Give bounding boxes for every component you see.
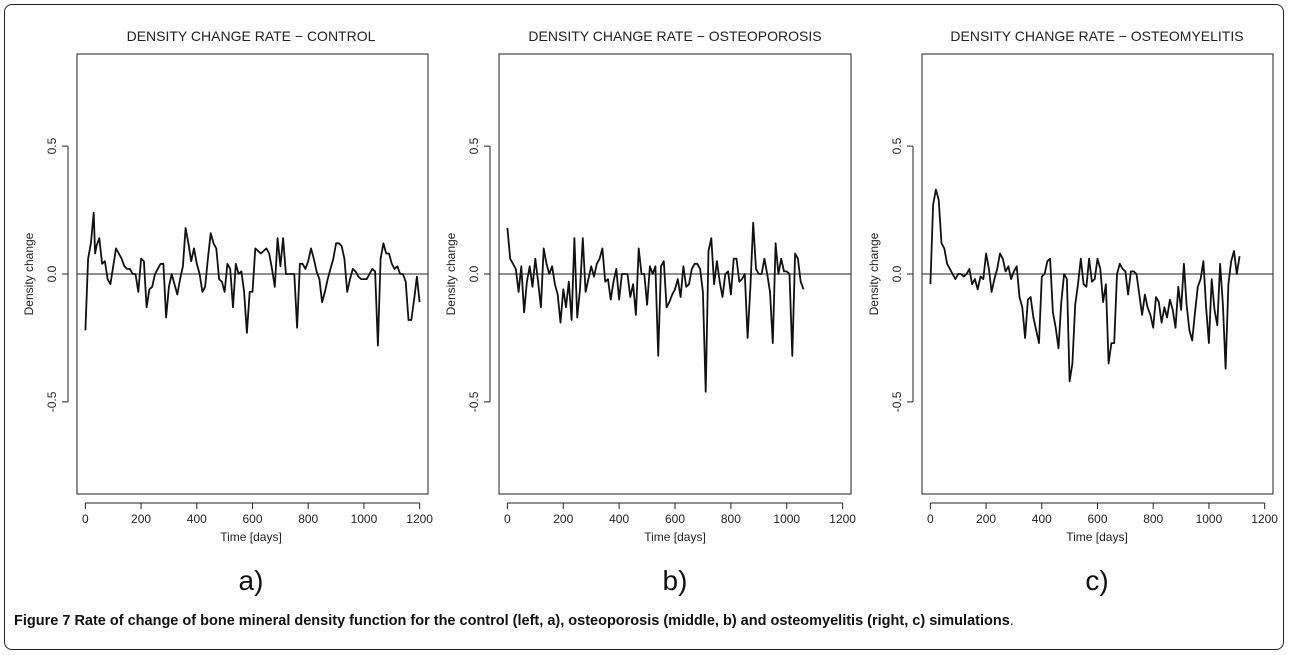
x-tick-label: 400 — [1032, 512, 1052, 526]
figure-frame — [4, 4, 1284, 650]
chart-title: DENSITY CHANGE RATE − OSTEOPOROSIS — [528, 28, 821, 44]
series-line — [84, 211, 421, 347]
x-tick-label: 1000 — [1196, 512, 1223, 526]
x-tick-label: 1200 — [829, 512, 856, 526]
x-tick-label: 1000 — [773, 512, 800, 526]
panel-letter-label: c) — [1085, 565, 1108, 596]
x-tick-label: 1000 — [351, 512, 378, 526]
chart-title: DENSITY CHANGE RATE − CONTROL — [127, 28, 376, 44]
x-tick-label: 600 — [665, 512, 685, 526]
y-tick-label: 0.5 — [467, 137, 481, 154]
x-axis-label: Time [days] — [1066, 530, 1128, 544]
x-tick-label: 400 — [609, 512, 629, 526]
y-tick-label: 0.5 — [45, 137, 59, 154]
panel-letter-label: a) — [239, 565, 264, 596]
x-tick-label: 800 — [721, 512, 741, 526]
series-line — [506, 221, 805, 393]
x-tick-label: 200 — [553, 512, 573, 526]
y-axis-label: Density change — [867, 232, 881, 315]
x-tick-label: 0 — [82, 512, 89, 526]
caption-label: Figure 7 — [14, 613, 71, 629]
x-tick-label: 200 — [131, 512, 151, 526]
x-tick-label: 800 — [298, 512, 318, 526]
x-tick-label: 1200 — [1251, 512, 1278, 526]
x-tick-label: 600 — [242, 512, 262, 526]
y-tick-label: 0.0 — [467, 265, 481, 282]
y-tick-label: 0.0 — [45, 265, 59, 282]
caption-text: Rate of change of bone mineral density f… — [74, 613, 1010, 629]
x-tick-label: 200 — [976, 512, 996, 526]
x-axis-label: Time [days] — [220, 530, 282, 544]
caption-end: . — [1009, 613, 1014, 629]
series-line — [929, 188, 1241, 383]
panel-letter-label: b) — [663, 565, 688, 596]
x-tick-label: 0 — [927, 512, 934, 526]
y-axis-label: Density change — [22, 232, 36, 315]
y-tick-label: 0.0 — [890, 265, 904, 282]
y-tick-label: -0.5 — [467, 391, 481, 412]
chart-panel-3: DENSITY CHANGE RATE − OSTEOMYELITIS 0 200 4… — [867, 28, 1278, 596]
y-axis-label: Density change — [444, 232, 458, 315]
y-tick-label: -0.5 — [45, 391, 59, 412]
figure-charts: DENSITY CHANGE RATE − CONTROL 0 200 400 600 8… — [22, 28, 1278, 596]
chart-panel-1: DENSITY CHANGE RATE − CONTROL 0 200 400 600 8… — [22, 28, 433, 596]
chart-panel-2: DENSITY CHANGE RATE − OSTEOPOROSIS 0 200 40… — [444, 28, 856, 596]
x-tick-label: 1200 — [406, 512, 433, 526]
x-axis-label: Time [days] — [644, 530, 706, 544]
y-tick-label: 0.5 — [890, 137, 904, 154]
chart-title: DENSITY CHANGE RATE − OSTEOMYELITIS — [950, 28, 1243, 44]
x-tick-label: 800 — [1143, 512, 1163, 526]
x-tick-label: 600 — [1087, 512, 1107, 526]
x-tick-label: 0 — [504, 512, 511, 526]
figure-caption: Figure 7 Rate of change of bone mineral … — [14, 612, 1276, 631]
y-tick-label: -0.5 — [890, 391, 904, 412]
x-tick-label: 400 — [187, 512, 207, 526]
